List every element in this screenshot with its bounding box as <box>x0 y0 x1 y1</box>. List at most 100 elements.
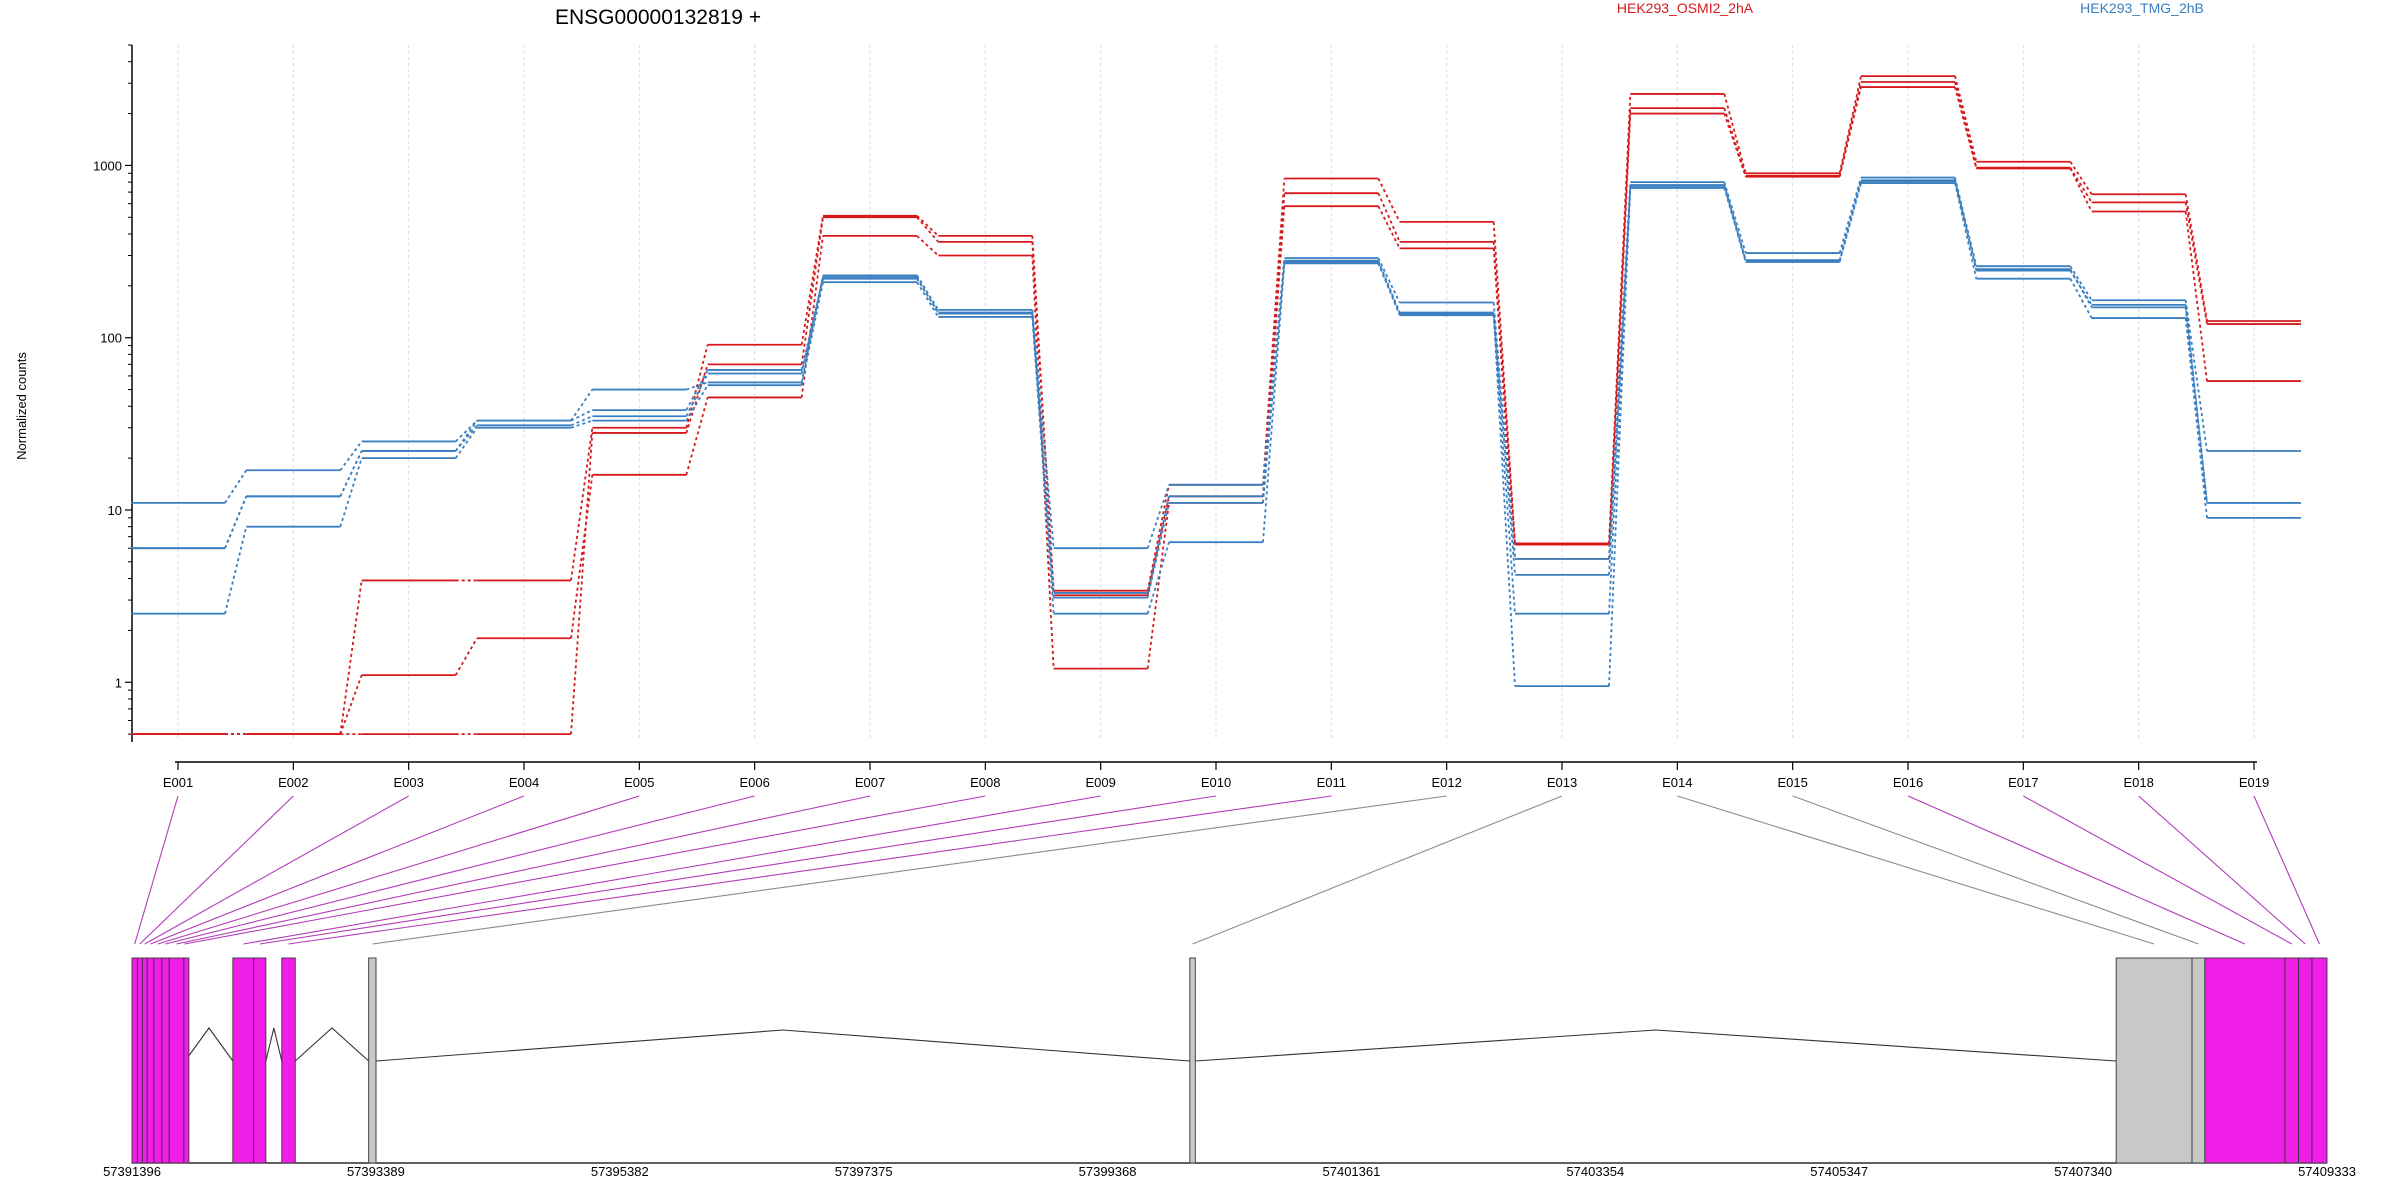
legend-entry: HEK293_OSMI2_2hA <box>1617 0 1754 16</box>
exon-block-E018 <box>2298 957 2313 1164</box>
series-connector <box>1492 313 1516 687</box>
x-tick-label: E012 <box>1431 775 1461 790</box>
series-connector <box>1723 93 1747 174</box>
series-connector <box>1262 178 1286 485</box>
series-connector <box>1377 178 1401 223</box>
exon-block-E009 <box>232 957 255 1164</box>
exon-link-E014 <box>1677 795 2155 945</box>
x-tick-label: E011 <box>1317 775 1346 790</box>
coordinate-label: 57409333 <box>2298 1164 2356 1179</box>
x-tick-label: E015 <box>1777 775 1807 790</box>
exon-block-E014 <box>2115 957 2193 1164</box>
series-connector <box>454 427 478 459</box>
series-connector <box>2069 265 2093 301</box>
series-connector <box>224 526 248 614</box>
series-connector <box>1608 185 1632 575</box>
series-connector <box>339 450 363 497</box>
series-connector <box>1146 541 1170 614</box>
series-connector <box>2069 278 2093 319</box>
x-tick-label: E008 <box>970 775 1000 790</box>
chart-title: ENSG00000132819 + <box>555 6 761 29</box>
exon-block-E019 <box>2311 957 2328 1164</box>
series-connector <box>1723 181 1747 254</box>
exon-block-E001 <box>131 957 138 1164</box>
x-tick-label: E004 <box>509 775 539 790</box>
y-axis-label: Normalized counts <box>14 352 29 460</box>
series-connector <box>2184 202 2208 325</box>
series-connector <box>2184 307 2208 503</box>
series-connector <box>339 580 363 735</box>
exon-block-E003 <box>141 957 148 1164</box>
exon-block-E016 <box>2204 957 2286 1164</box>
coordinate-label: 57393389 <box>347 1164 405 1179</box>
series-connector <box>1492 315 1516 614</box>
x-tick-label: E006 <box>739 775 769 790</box>
series-connector <box>916 235 939 257</box>
exon-link-E002 <box>139 795 294 945</box>
exon-link-E004 <box>150 795 525 945</box>
coordinate-label: 57395382 <box>591 1164 649 1179</box>
series-connector <box>916 276 940 315</box>
series-connector <box>1031 309 1055 549</box>
series-connector <box>916 216 940 243</box>
series-connector <box>2069 167 2093 203</box>
series-connector <box>1954 75 1978 162</box>
series-connector <box>916 274 940 311</box>
series-connector <box>570 389 594 422</box>
exon-link-E008 <box>184 795 986 945</box>
x-tick-label: E013 <box>1547 775 1577 790</box>
series-connector <box>570 415 593 427</box>
series-connector <box>1377 192 1401 243</box>
series-connector <box>339 674 363 735</box>
series-connector <box>2184 211 2208 382</box>
x-tick-label: E007 <box>855 775 885 790</box>
exon-link-E010 <box>259 795 1217 945</box>
series-connector <box>800 217 824 365</box>
series-connector <box>1262 261 1286 503</box>
exon-link-E019 <box>2253 795 2320 945</box>
series-connector <box>2069 168 2093 212</box>
series-connector <box>2184 300 2208 452</box>
legend-entry: HEK293_TMG_2hB <box>2080 0 2204 16</box>
series-connector <box>685 369 709 411</box>
series-connector <box>570 419 593 429</box>
coordinate-label: 57401361 <box>1323 1164 1381 1179</box>
series-connector <box>454 420 478 452</box>
legend: HEK293_OSMI2_2hA HEK293_TMG_2hB <box>1617 0 2204 16</box>
exon-link-lines <box>134 795 2320 945</box>
series-connector <box>1723 184 1747 261</box>
x-tick-label: E016 <box>1893 775 1923 790</box>
exon-link-E001 <box>134 795 179 945</box>
series-connector <box>1838 177 1862 254</box>
exon-link-E016 <box>1907 795 2246 945</box>
x-tick-label: E009 <box>1085 775 1115 790</box>
exon-link-E011 <box>288 795 1332 945</box>
exon-link-E006 <box>165 795 755 945</box>
series-connector <box>2184 317 2208 518</box>
axes: 1 10 100 1000 E001 E002 E003 E004 E005 E006 E007 E0… <box>93 44 2269 790</box>
intron-line <box>184 1027 234 1062</box>
series-connector <box>2069 268 2093 308</box>
x-tick-label: E003 <box>393 775 423 790</box>
series-connector <box>1954 182 1978 279</box>
series-connector <box>1146 484 1170 549</box>
x-tick-label: E019 <box>2239 775 2269 790</box>
exon-block-E011 <box>281 957 296 1164</box>
y-tick-label: 1 <box>115 675 122 690</box>
exon-link-E015 <box>1792 795 2199 945</box>
exon-link-E013 <box>1192 795 1563 945</box>
coordinate-label: 57397375 <box>835 1164 893 1179</box>
series-connector <box>686 381 708 391</box>
gene-model: 57391396 57393389 57395382 57397375 57399368… <box>103 957 2356 1179</box>
series-connector <box>570 432 594 735</box>
coordinate-label: 57407340 <box>2054 1164 2112 1179</box>
exon-block-E012 <box>368 957 377 1164</box>
series-lines <box>131 75 2301 736</box>
exon-block-E010 <box>253 957 267 1164</box>
series-connector <box>570 409 593 422</box>
x-tick-label: E010 <box>1201 775 1231 790</box>
y-tick-label: 100 <box>100 331 122 346</box>
exon-block-E008 <box>183 957 190 1164</box>
series-connector <box>1146 502 1170 598</box>
